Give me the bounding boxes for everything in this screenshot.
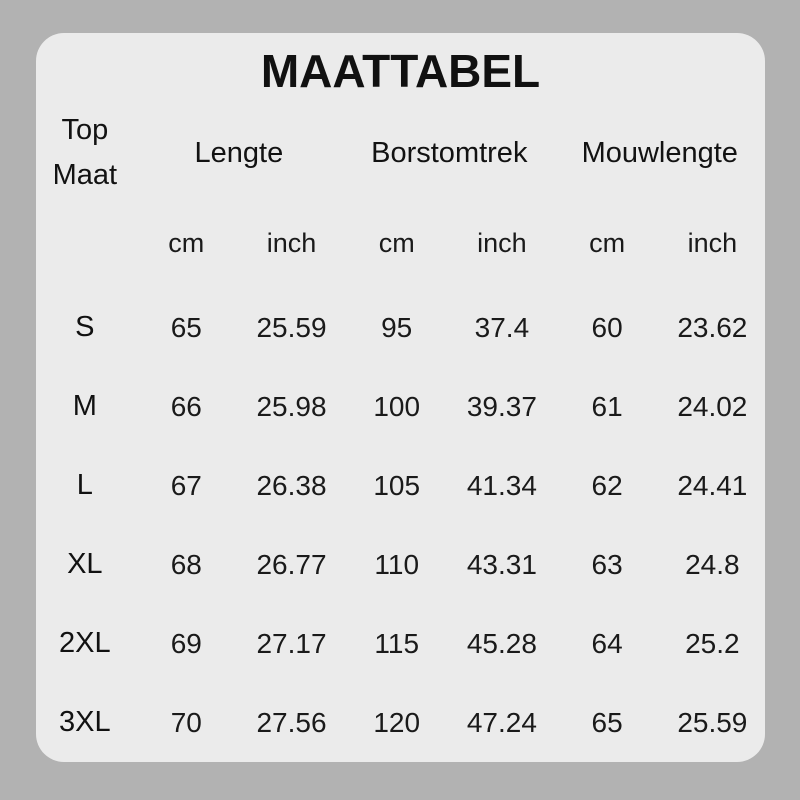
measurement-value: 25.59 — [677, 706, 748, 738]
measurement-value: 43.31 — [466, 548, 537, 580]
measurement-value: 115 — [374, 627, 420, 659]
measurement-value: 95 — [381, 311, 413, 343]
measurement-value: 24.8 — [685, 548, 740, 580]
table-row-s: S 65 25.59 95 37.4 60 23.62 — [36, 288, 765, 367]
measurement-value: 26.38 — [256, 469, 327, 501]
table-row-3xl: 3XL 70 27.56 120 47.24 65 25.59 — [36, 683, 765, 762]
measurement-value: 69 — [170, 627, 202, 659]
unit-header: cm — [589, 227, 626, 258]
measurement-value: 67 — [170, 469, 202, 501]
size-label: L — [76, 469, 93, 501]
size-column-header-line2: Maat — [52, 159, 118, 191]
unit-header-row: cm inch cm inch cm inch — [36, 198, 765, 288]
measurement-value: 65 — [591, 706, 623, 738]
size-chart-card: MAATTABEL Top Maat Lengte Borstomtrek Mo… — [36, 33, 765, 762]
measurement-value: 120 — [373, 706, 421, 738]
measurement-value: 25.59 — [256, 311, 327, 343]
size-label: 3XL — [59, 706, 111, 738]
size-label: 2XL — [59, 627, 111, 659]
measurement-value: 25.2 — [685, 627, 740, 659]
size-column-header-line1: Top — [61, 114, 109, 147]
unit-header: cm — [378, 227, 415, 258]
size-label: M — [72, 390, 97, 422]
table-row-m: M 66 25.98 100 39.37 61 24.02 — [36, 367, 765, 446]
measurement-value: 25.98 — [256, 390, 327, 422]
size-label: S — [75, 311, 95, 343]
measurement-value: 24.41 — [677, 469, 748, 501]
measurement-value: 27.17 — [256, 627, 327, 659]
measurement-value: 62 — [591, 469, 623, 501]
measurement-value: 110 — [374, 548, 420, 580]
table-row-xl: XL 68 26.77 110 43.31 63 24.8 — [36, 525, 765, 604]
measurement-value: 24.02 — [677, 390, 748, 422]
measurement-value: 27.56 — [256, 706, 327, 738]
measurement-value: 23.62 — [677, 311, 748, 343]
table-row-l: L 67 26.38 105 41.34 62 24.41 — [36, 446, 765, 525]
size-column-header: Top Maat — [36, 108, 134, 198]
measurement-value: 41.34 — [466, 469, 537, 501]
size-label: XL — [67, 548, 103, 580]
column-group-borstomtrek: Borstomtrek — [371, 136, 528, 169]
size-table: Top Maat Lengte Borstomtrek Mouwlengte c… — [36, 108, 765, 762]
unit-header: inch — [266, 227, 317, 258]
measurement-value: 63 — [591, 548, 623, 580]
measurement-value: 65 — [170, 311, 202, 343]
measurement-value: 105 — [373, 469, 421, 501]
column-group-lengte: Lengte — [194, 136, 284, 169]
measurement-value: 64 — [591, 627, 623, 659]
measurement-value: 39.37 — [466, 390, 537, 422]
measurement-value: 61 — [591, 390, 623, 422]
table-header-row: Top Maat Lengte Borstomtrek Mouwlengte — [36, 108, 765, 198]
measurement-value: 60 — [591, 311, 623, 343]
unit-header: inch — [477, 227, 527, 258]
table-row-2xl: 2XL 69 27.17 115 45.28 64 25.2 — [36, 604, 765, 683]
measurement-value: 26.77 — [256, 548, 327, 580]
measurement-value: 45.28 — [466, 627, 537, 659]
measurement-value: 70 — [170, 706, 202, 738]
measurement-value: 47.24 — [466, 706, 537, 738]
measurement-value: 37.4 — [474, 311, 530, 343]
measurement-value: 100 — [373, 390, 421, 422]
measurement-value: 68 — [170, 548, 202, 580]
column-group-mouwlengte: Mouwlengte — [581, 136, 738, 169]
unit-header: cm — [168, 227, 205, 258]
unit-header-spacer — [36, 198, 134, 288]
unit-header: inch — [687, 227, 738, 258]
page-title: MAATTABEL — [260, 44, 541, 97]
measurement-value: 66 — [170, 390, 202, 422]
